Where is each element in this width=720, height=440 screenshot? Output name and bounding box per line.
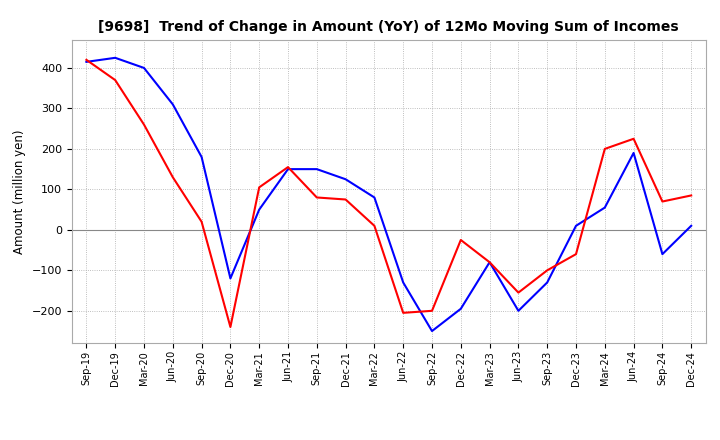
Ordinary Income: [312, 166, 321, 172]
Net Income: [197, 219, 206, 224]
Ordinary Income: [82, 59, 91, 65]
Net Income: [255, 185, 264, 190]
Ordinary Income: [370, 195, 379, 200]
Net Income: [572, 252, 580, 257]
Ordinary Income: [341, 176, 350, 182]
Net Income: [82, 57, 91, 62]
Ordinary Income: [140, 65, 148, 70]
Title: [9698]  Trend of Change in Amount (YoY) of 12Mo Moving Sum of Incomes: [9698] Trend of Change in Amount (YoY) o…: [99, 20, 679, 34]
Net Income: [514, 290, 523, 295]
Ordinary Income: [197, 154, 206, 160]
Ordinary Income: [543, 280, 552, 285]
Net Income: [341, 197, 350, 202]
Line: Ordinary Income: Ordinary Income: [86, 58, 691, 331]
Net Income: [629, 136, 638, 141]
Ordinary Income: [600, 205, 609, 210]
Net Income: [140, 122, 148, 127]
Net Income: [456, 237, 465, 242]
Net Income: [428, 308, 436, 313]
Net Income: [687, 193, 696, 198]
Ordinary Income: [456, 306, 465, 312]
Net Income: [543, 268, 552, 273]
Net Income: [485, 260, 494, 265]
Net Income: [312, 195, 321, 200]
Net Income: [658, 199, 667, 204]
Ordinary Income: [284, 166, 292, 172]
Net Income: [600, 146, 609, 151]
Ordinary Income: [572, 223, 580, 228]
Y-axis label: Amount (million yen): Amount (million yen): [13, 129, 26, 253]
Ordinary Income: [255, 207, 264, 212]
Ordinary Income: [111, 55, 120, 60]
Ordinary Income: [226, 276, 235, 281]
Ordinary Income: [629, 150, 638, 156]
Ordinary Income: [428, 328, 436, 334]
Ordinary Income: [514, 308, 523, 313]
Ordinary Income: [658, 252, 667, 257]
Ordinary Income: [687, 223, 696, 228]
Net Income: [399, 310, 408, 315]
Net Income: [168, 175, 177, 180]
Ordinary Income: [399, 280, 408, 285]
Ordinary Income: [168, 102, 177, 107]
Net Income: [111, 77, 120, 83]
Net Income: [370, 223, 379, 228]
Net Income: [284, 165, 292, 170]
Ordinary Income: [485, 260, 494, 265]
Line: Net Income: Net Income: [86, 60, 691, 327]
Net Income: [226, 324, 235, 330]
